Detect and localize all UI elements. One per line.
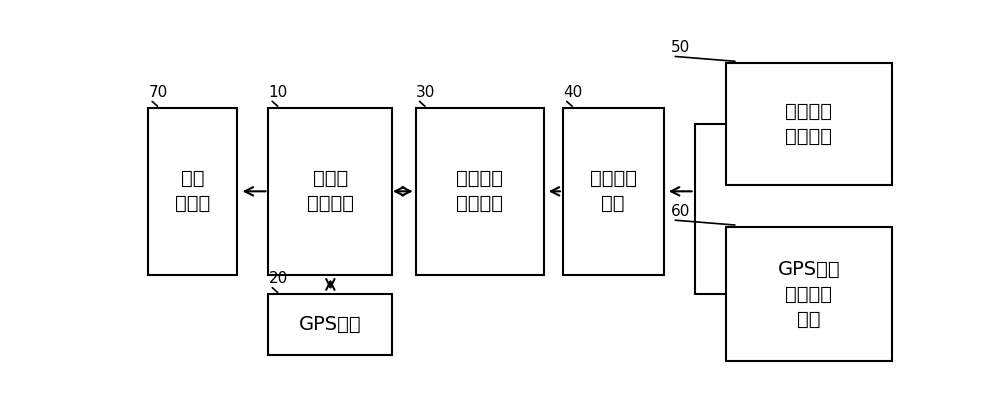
Bar [148, 108, 237, 275]
Bar [416, 108, 544, 275]
Text: 10: 10 [268, 85, 288, 100]
Bar [726, 227, 892, 362]
Text: 30: 30 [416, 85, 435, 100]
Text: 50: 50 [671, 40, 691, 55]
Text: 网络通信
单元: 网络通信 单元 [590, 169, 637, 214]
Text: GPS导航
数据服务
单元: GPS导航 数据服务 单元 [778, 259, 840, 329]
Text: GPS单元: GPS单元 [299, 315, 362, 334]
Bar [268, 294, 392, 355]
Bar [563, 108, 664, 275]
Text: 信号灯
控制单元: 信号灯 控制单元 [307, 169, 354, 214]
Text: 40: 40 [563, 85, 582, 100]
Bar [268, 108, 392, 275]
Text: 20: 20 [268, 271, 288, 286]
Text: 70: 70 [148, 85, 168, 100]
Text: 60: 60 [671, 203, 691, 219]
Text: 交通
信号灯: 交通 信号灯 [175, 169, 210, 214]
Bar [726, 63, 892, 185]
Text: 交管中心
控制单元: 交管中心 控制单元 [456, 169, 503, 214]
Text: 交通流量
信息单元: 交通流量 信息单元 [785, 102, 832, 146]
